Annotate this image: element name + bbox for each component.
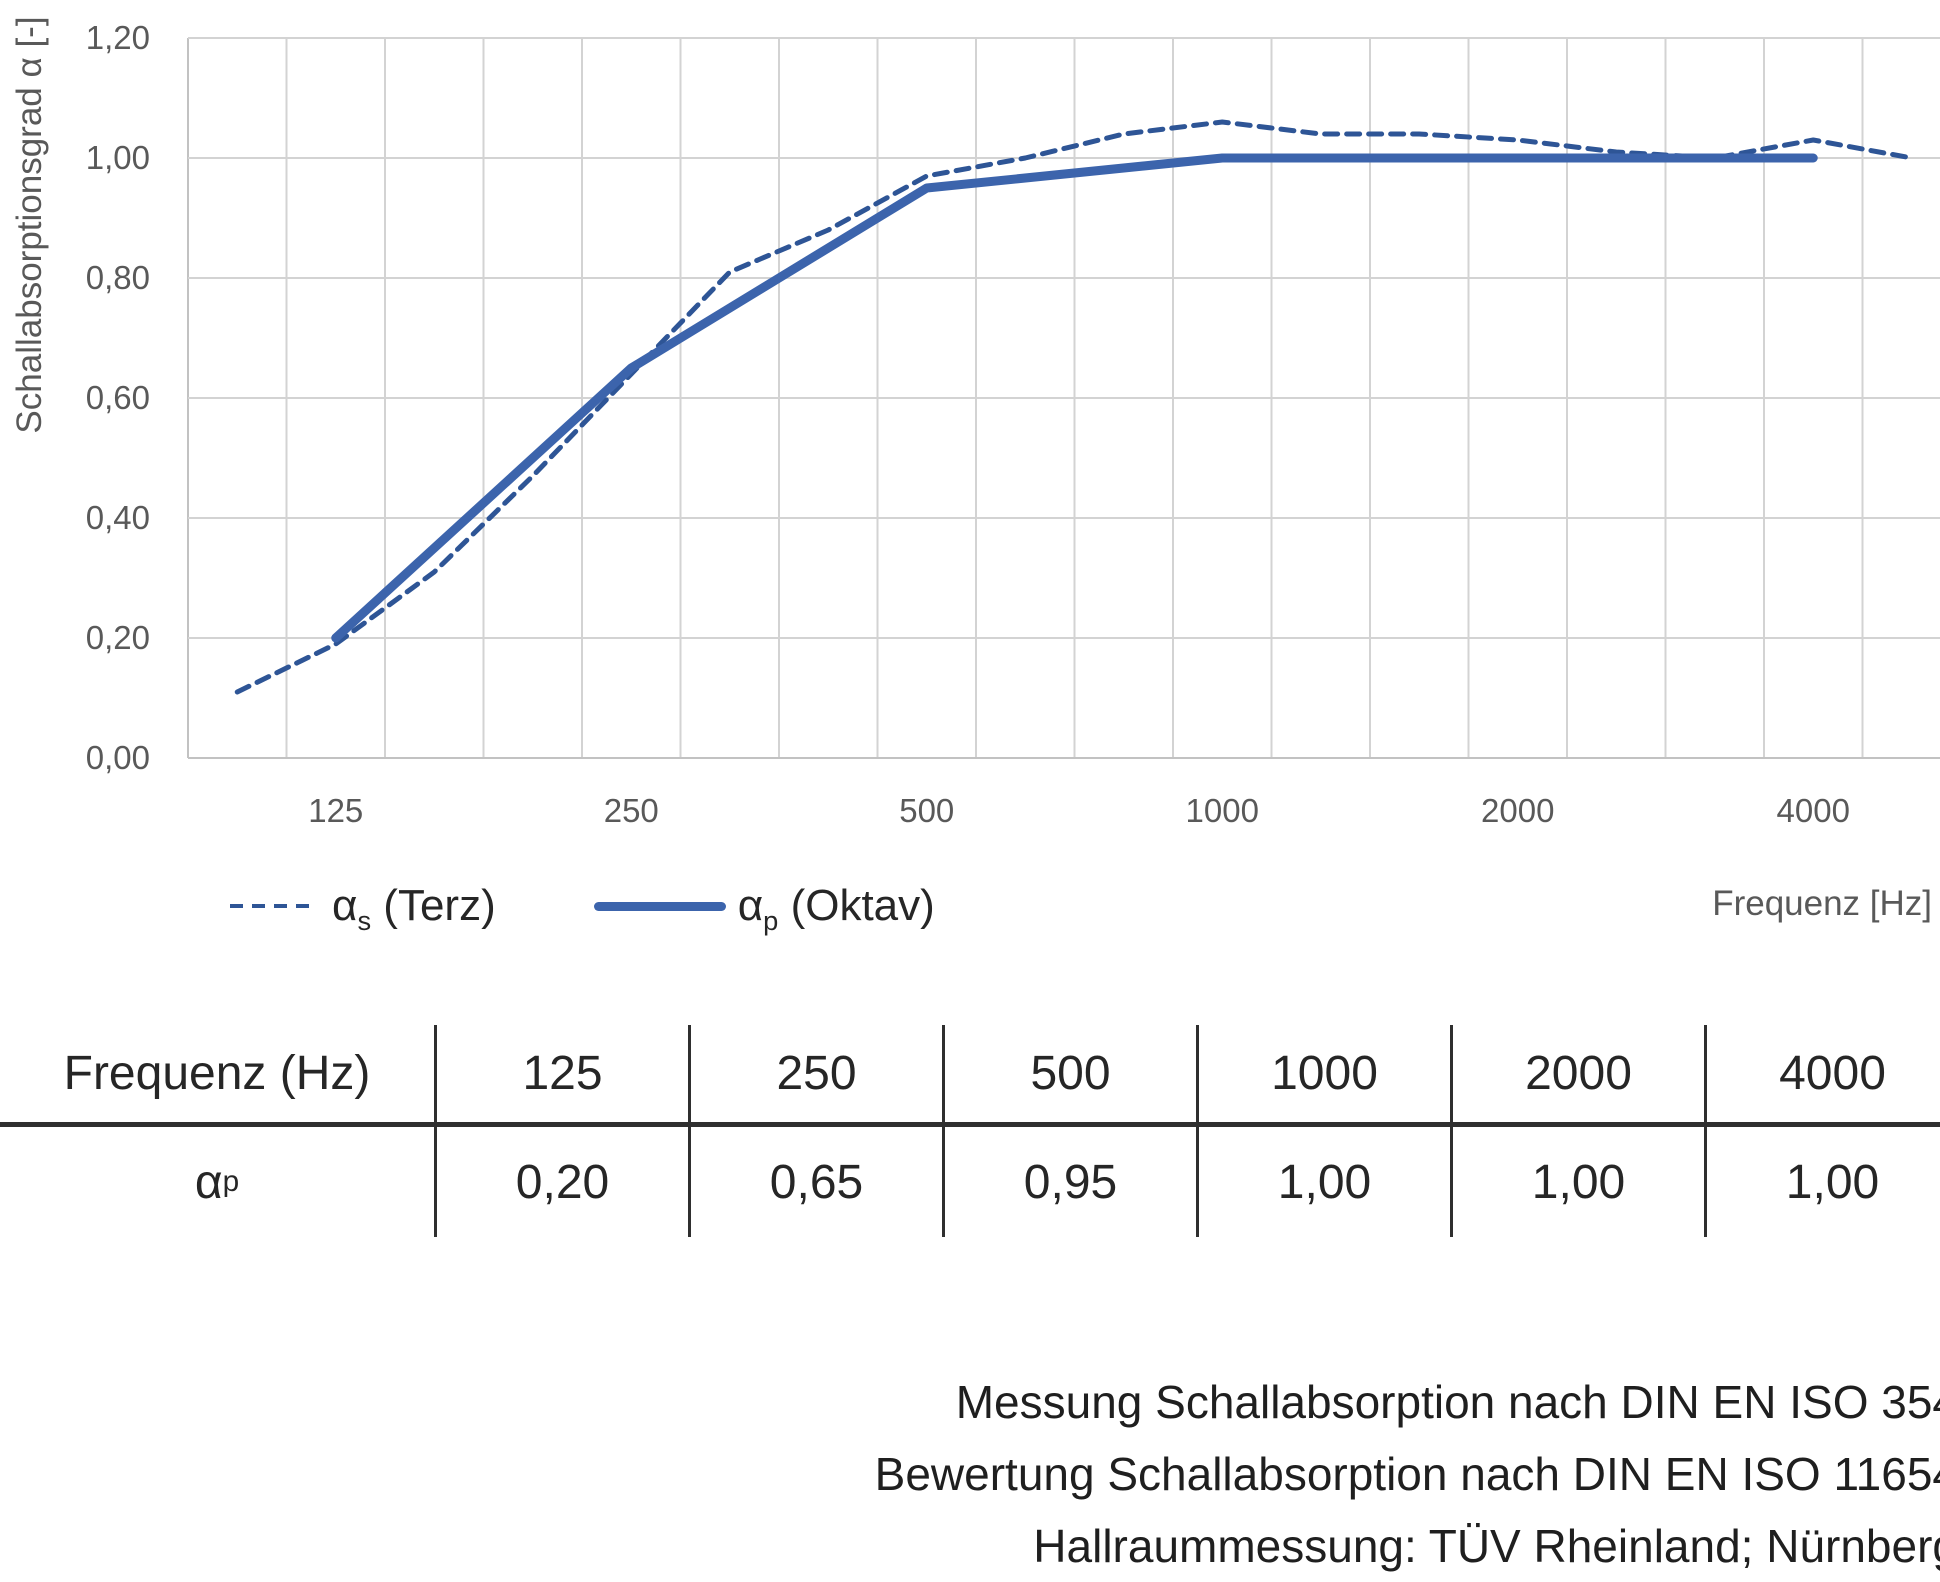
y-axis-title: Schallabsorptionsgrad α [-] (10, 16, 49, 434)
table-value-cell: 0,20 (434, 1127, 688, 1237)
table-header-cell: 500 (942, 1025, 1196, 1127)
chart-legend: αs (Terz) αp (Oktav) (228, 878, 935, 934)
legend-item-alpha-p: αp (Oktav) (593, 881, 935, 936)
y-tick-label: 0,60 (85, 379, 150, 416)
y-tick-label: 1,20 (85, 19, 150, 56)
table-value-cell: 0,95 (942, 1127, 1196, 1237)
footnote-line-2: Bewertung Schallabsorption nach DIN EN I… (874, 1448, 1940, 1500)
dashed-line-sample-icon (230, 904, 318, 908)
absorption-chart (187, 37, 1940, 759)
y-tick-label: 1,00 (85, 139, 150, 176)
standards-footnote: Messung Schallabsorption nach DIN EN ISO… (875, 1366, 1940, 1582)
solid-line-sample-icon (593, 901, 726, 911)
table-header-cell: 4000 (1704, 1025, 1940, 1127)
y-tick-label: 0,40 (85, 499, 150, 536)
footnote-line-1: Messung Schallabsorption nach DIN EN ISO… (955, 1376, 1940, 1428)
x-axis-title: Frequenz [Hz] (1712, 884, 1932, 923)
y-tick-label: 0,00 (85, 739, 150, 776)
footnote-line-3: Hallraummessung: TÜV Rheinland; Nürnberg (1033, 1520, 1940, 1572)
absorption-table: Frequenz (Hz) 125 250 500 1000 2000 4000 α p 0,20… (0, 1025, 1940, 1237)
x-tick-label: 4000 (1776, 792, 1850, 829)
x-tick-label: 125 (308, 792, 364, 829)
table-header-cell: 125 (434, 1025, 688, 1127)
table-header-cell: 2000 (1450, 1025, 1704, 1127)
table-value-cell: 0,65 (688, 1127, 942, 1237)
table-value-cell: 1,00 (1196, 1127, 1450, 1237)
legend-label-alpha-p: αp (Oktav) (737, 881, 935, 936)
table-value-cell: 1,00 (1704, 1127, 1940, 1237)
series-alpha-s-line (234, 119, 1915, 695)
x-tick-label: 500 (899, 792, 955, 829)
legend-label-alpha-s: αs (Terz) (332, 881, 496, 936)
legend-item-alpha-s: αs (Terz) (228, 881, 496, 936)
table-header-cell: Frequenz (Hz) (0, 1025, 434, 1127)
y-tick-label: 0,80 (85, 259, 150, 296)
table-header-cell: 250 (688, 1025, 942, 1127)
series-alpha-p-line (331, 153, 1818, 643)
y-tick-label: 0,20 (85, 619, 150, 656)
x-tick-label: 250 (603, 792, 659, 829)
table-header-cell: 1000 (1196, 1025, 1450, 1127)
x-tick-label: 2000 (1481, 792, 1555, 829)
x-tick-label: 1000 (1185, 792, 1259, 829)
table-value-cell: 1,00 (1450, 1127, 1704, 1237)
